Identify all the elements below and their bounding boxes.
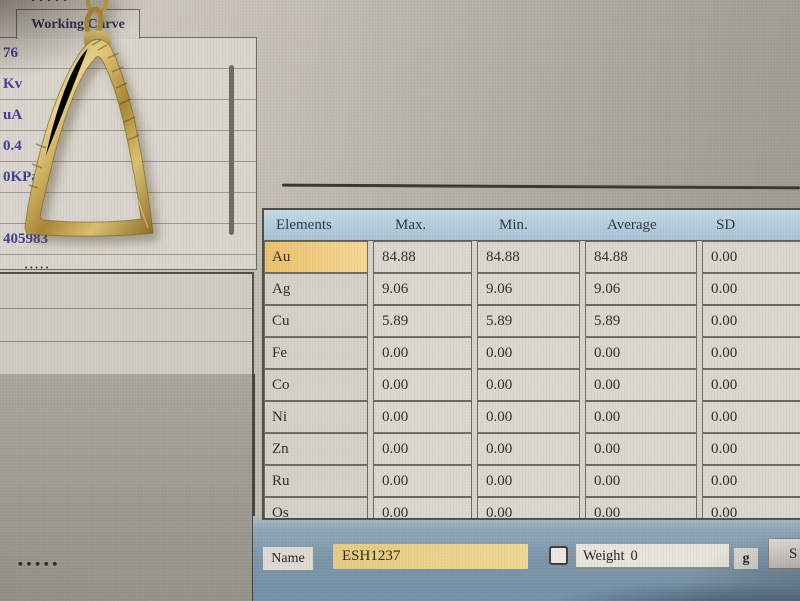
max-cell: 5.89: [373, 305, 472, 337]
average-cell: 9.06: [585, 273, 697, 305]
max-cell: 84.88: [373, 241, 472, 273]
sd-cell: 0.00: [702, 337, 800, 369]
max-cell: 0.00: [373, 369, 472, 401]
min-cell: 0.00: [477, 497, 580, 518]
average-cell: 0.00: [585, 337, 697, 369]
column-header-average: Average: [607, 217, 657, 233]
column-header-elements: Elements: [276, 217, 332, 233]
tab-working-curve[interactable]: Working Curve: [16, 9, 140, 39]
average-cell: 0.00: [585, 401, 697, 433]
average-cell: 5.89: [585, 305, 697, 337]
table-row[interactable]: Cu 5.89 5.89 5.89 0.00: [264, 305, 800, 337]
average-cell: 0.00: [585, 433, 697, 465]
s-button[interactable]: S: [768, 538, 800, 569]
sd-cell: 0.00: [702, 273, 800, 305]
mid-dots: •••••: [24, 264, 51, 272]
name-label: Name: [263, 547, 313, 570]
max-cell: 0.00: [373, 465, 472, 497]
element-cell: Zn: [264, 433, 368, 465]
min-cell: 0.00: [477, 433, 580, 465]
sd-cell: 0.00: [702, 497, 800, 518]
sd-cell: 0.00: [702, 305, 800, 337]
weight-input[interactable]: Weight 0: [576, 544, 729, 569]
min-cell: 0.00: [477, 369, 580, 401]
element-cell: Au: [264, 241, 368, 273]
table-row[interactable]: Co 0.00 0.00 0.00 0.00: [264, 369, 800, 401]
table-row[interactable]: Os 0.00 0.00 0.00 0.00: [264, 497, 800, 518]
max-cell: 0.00: [373, 497, 472, 518]
max-cell: 0.00: [373, 433, 472, 465]
parameter-row: [0, 193, 256, 224]
top-dots: •••••: [30, 0, 71, 6]
element-cell: Ni: [264, 401, 368, 433]
sd-cell: 0.00: [702, 241, 800, 273]
sd-cell: 0.00: [702, 369, 800, 401]
parameter-row: 76: [0, 38, 256, 69]
parameter-row: 405983: [0, 224, 256, 255]
column-header-sd: SD: [716, 217, 736, 233]
average-cell: 0.00: [585, 497, 697, 518]
element-cell: Fe: [264, 337, 368, 369]
max-cell: 9.06: [373, 273, 472, 305]
min-cell: 0.00: [477, 465, 580, 497]
empty-list-row: [0, 309, 252, 342]
separator-line: [281, 183, 800, 190]
sd-cell: 0.00: [702, 401, 800, 433]
min-cell: 84.88: [477, 241, 580, 273]
empty-list-row: [0, 274, 252, 309]
unit-label: g: [734, 548, 758, 569]
bottom-dots: •••••: [17, 558, 61, 571]
max-cell: 0.00: [373, 401, 472, 433]
element-cell: Cu: [264, 305, 368, 337]
element-cell: Co: [264, 369, 368, 401]
average-cell: 0.00: [585, 465, 697, 497]
max-cell: 0.00: [373, 337, 472, 369]
average-cell: 0.00: [585, 369, 697, 401]
table-row[interactable]: Ag 9.06 9.06 9.06 0.00: [264, 273, 800, 305]
results-table-header: Elements Max. Min. Average SD: [264, 210, 800, 241]
sd-cell: 0.00: [702, 433, 800, 465]
table-row[interactable]: Zn 0.00 0.00 0.00 0.00: [264, 433, 800, 465]
parameter-row: uA: [0, 100, 256, 131]
parameter-row: Kv: [0, 69, 256, 100]
element-cell: Os: [264, 497, 368, 518]
min-cell: 5.89: [477, 305, 580, 337]
min-cell: 0.00: [477, 401, 580, 433]
column-header-max: Max.: [395, 217, 427, 233]
table-row[interactable]: Ru 0.00 0.00 0.00 0.00: [264, 465, 800, 497]
min-cell: 9.06: [477, 273, 580, 305]
parameter-row: 0.4: [0, 131, 256, 162]
results-table: Elements Max. Min. Average SD Au 84.88 84.…: [262, 208, 800, 520]
weight-value: 0: [630, 548, 638, 564]
results-table-body: Au 84.88 84.88 84.88 0.00 Ag 9.06 9.06 9.06 0.00 C…: [264, 241, 800, 518]
weight-label: Weight: [583, 548, 625, 564]
element-cell: Ru: [264, 465, 368, 497]
parameter-row: 0KPa: [0, 162, 256, 193]
scrollbar-thumb[interactable]: [229, 65, 234, 235]
column-header-min: Min.: [499, 217, 528, 233]
sample-name-input[interactable]: ESH1237: [333, 544, 528, 569]
table-row[interactable]: Au 84.88 84.88 84.88 0.00: [264, 241, 800, 273]
weight-checkbox[interactable]: [549, 546, 568, 565]
table-row[interactable]: Ni 0.00 0.00 0.00 0.00: [264, 401, 800, 433]
table-row[interactable]: Fe 0.00 0.00 0.00 0.00: [264, 337, 800, 369]
element-cell: Ag: [264, 273, 368, 305]
working-curve-panel: 76 Kv uA 0.4 0KPa 405983: [0, 37, 257, 270]
min-cell: 0.00: [477, 337, 580, 369]
average-cell: 84.88: [585, 241, 697, 273]
sd-cell: 0.00: [702, 465, 800, 497]
secondary-list-panel: [0, 272, 254, 376]
